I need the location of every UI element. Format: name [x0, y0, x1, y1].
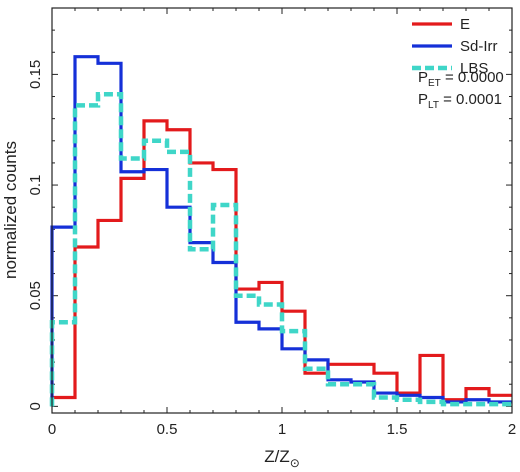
series-layer	[49, 55, 512, 407]
x-tick-label: 1	[278, 421, 286, 438]
x-tick-label: 1.5	[387, 421, 408, 438]
annotation: PET = 0.0000	[418, 69, 504, 89]
x-axis-label: Z/Z⊙	[264, 447, 300, 470]
series-e	[50, 119, 512, 407]
legend: E Sd-Irr LBS	[412, 16, 498, 77]
legend-label: LBS	[460, 60, 488, 77]
y-tick-label: 0.15	[27, 60, 44, 89]
series-lbs	[49, 92, 512, 407]
legend-label: E	[460, 16, 470, 33]
x-axis-label-text: Z/Z	[264, 447, 290, 466]
y-tick-label: 0	[27, 402, 44, 410]
tick-labels: 0 0.5 1 1.5 2 0 0.05 0.1 0.15	[27, 60, 516, 438]
x-tick-label: 2	[508, 421, 516, 438]
x-tick-label: 0.5	[157, 421, 178, 438]
x-tick-label: 0	[48, 421, 56, 438]
sun-symbol: ⊙	[290, 456, 300, 470]
y-axis-label: normalized counts	[1, 141, 20, 279]
y-tick-label: 0.1	[27, 175, 44, 196]
plot-frame	[51, 7, 513, 414]
annotation: PLT = 0.0001	[418, 91, 502, 111]
y-tick-label: 0.05	[27, 281, 44, 310]
legend-label: Sd-Irr	[460, 38, 498, 55]
